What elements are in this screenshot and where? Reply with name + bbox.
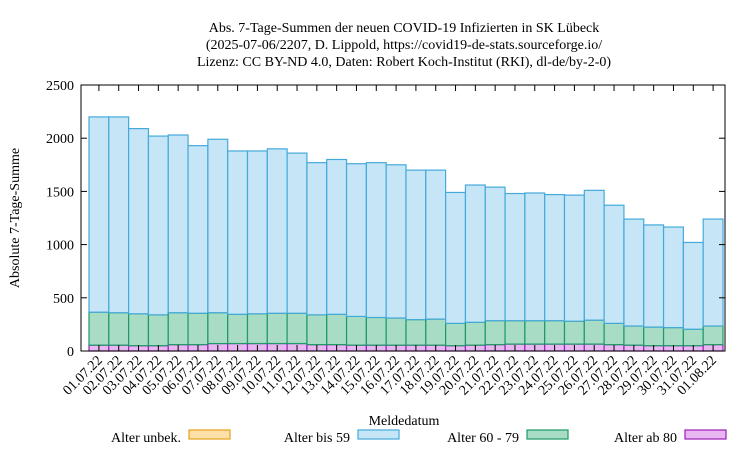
bar-alter-60-79-0 [88,311,110,346]
y-axis-label: Absolute 7-Tage-Summe [8,148,23,288]
bar-alter-bis-59-27 [623,218,645,327]
bar-alter-bis-59-6 [207,138,229,314]
x-axis-label: Meldedatum [369,414,440,429]
bar-alter-60-79-24 [563,320,585,345]
bar-alter-bis-59-31 [702,218,724,327]
bar-alter-60-79-8 [246,313,268,345]
bar-alter-60-79-26 [603,322,625,346]
bar-alter-bis-59-13 [345,163,367,318]
bar-alter-60-79-2 [128,313,150,347]
bar-alter-60-79-27 [623,325,645,346]
bar-alter-bis-59-1 [108,116,130,314]
legend-swatch [684,429,727,440]
bar-alter-60-79-4 [167,312,189,346]
bar-alter-60-79-12 [326,313,348,346]
bar-alter-60-79-17 [425,318,447,346]
bar-alter-bis-59-20 [484,186,506,322]
title-line-3: Lizenz: CC BY-ND 4.0, Daten: Robert Koch… [197,55,611,70]
bar-alter-60-79-25 [583,319,605,345]
bar-alter-bis-59-19 [464,184,486,323]
bar-alter-60-79-9 [266,312,288,345]
bar-alter-bis-59-10 [286,152,308,314]
bar-alter-bis-59-9 [266,148,288,314]
x-axis: 01.07.2202.07.2203.07.2204.07.2205.07.22… [60,85,720,398]
bar-alter-60-79-1 [108,312,130,346]
bar-alter-60-79-11 [306,314,328,346]
bar-alter-60-79-10 [286,312,308,345]
plot-frame [80,84,726,352]
bar-alter-60-79-13 [345,315,367,346]
y-tick-label: 500 [53,292,74,307]
bar-alter-bis-59-18 [445,191,467,324]
bar-alter-60-79-28 [643,326,665,347]
bar-alter-60-79-30 [682,328,704,347]
y-tick-label: 2500 [46,79,74,94]
legend-label: Alter 60 - 79 [447,431,519,446]
bar-alter-60-79-22 [524,320,546,345]
bar-alter-bis-59-15 [385,164,407,319]
bar-alter-60-79-31 [702,325,724,346]
bars [88,116,724,352]
bar-alter-bis-59-7 [227,150,249,315]
legend: Alter unbek. Alter bis 59 Alter 60 - 79 Alt… [111,429,727,446]
bar-alter-bis-59-12 [326,158,348,315]
bar-alter-60-79-5 [187,312,209,346]
bar-alter-bis-59-26 [603,204,625,324]
bar-alter-60-79-18 [445,322,467,347]
bar-alter-bis-59-4 [167,134,189,314]
bar-alter-bis-59-28 [643,224,665,328]
y-tick-label: 1000 [46,239,74,254]
bar-alter-bis-59-25 [583,189,605,321]
bar-alter-bis-59-8 [246,150,268,315]
y-tick-label: 1500 [46,185,74,200]
bar-alter-bis-59-22 [524,192,546,322]
bar-alter-60-79-19 [464,321,486,346]
legend-label: Alter unbek. [111,431,181,446]
bar-alter-60-79-16 [405,319,427,346]
bar-alter-60-79-7 [227,313,249,345]
bar-alter-60-79-23 [544,320,566,345]
title-line-1: Abs. 7-Tage-Summen der neuen COVID-19 In… [209,21,600,36]
bar-alter-bis-59-17 [425,169,447,320]
legend-label: Alter ab 80 [614,431,677,446]
bar-alter-bis-59-23 [544,193,566,322]
bar-alter-bis-59-3 [147,135,169,316]
bar-alter-60-79-21 [504,320,526,345]
chart-title: Abs. 7-Tage-Summen der neuen COVID-19 In… [197,21,611,70]
bar-alter-60-79-6 [207,312,229,345]
bar-alter-bis-59-14 [365,162,387,319]
y-tick-label: 2000 [46,132,74,147]
y-axis: 0 500 1000 1500 2000 2500 [46,79,725,360]
y-tick-label: 0 [67,345,74,360]
legend-swatch [188,429,231,440]
bar-alter-bis-59-2 [128,128,150,315]
legend-label: Alter bis 59 [284,431,350,446]
bar-alter-60-79-29 [662,326,684,347]
bar-alter-60-79-15 [385,317,407,346]
bar-alter-bis-59-30 [682,241,704,330]
bar-alter-60-79-14 [365,316,387,346]
bar-alter-60-79-20 [484,320,506,346]
legend-swatch [357,429,400,440]
bar-alter-bis-59-11 [306,162,328,316]
legend-swatch [526,429,569,440]
bar-alter-bis-59-21 [504,192,526,322]
bar-alter-bis-59-29 [662,226,684,329]
bar-alter-bis-59-16 [405,169,427,321]
bar-alter-bis-59-5 [187,145,209,314]
bar-alter-60-79-3 [147,314,169,347]
bar-alter-bis-59-24 [563,194,585,322]
bar-alter-bis-59-0 [88,116,110,313]
title-line-2: (2025-07-06/2207, D. Lippold, https://co… [206,38,602,53]
